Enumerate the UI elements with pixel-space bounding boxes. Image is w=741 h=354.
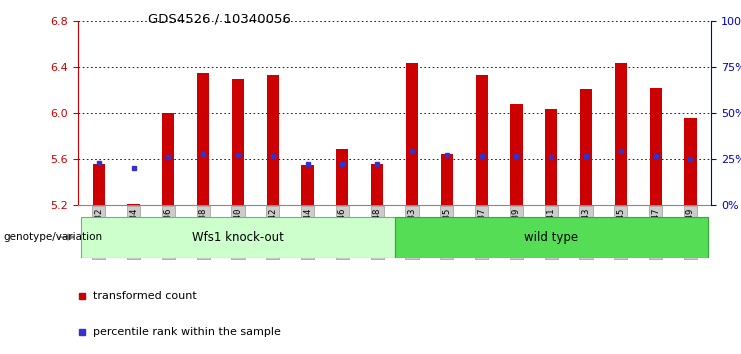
FancyBboxPatch shape [82,217,394,258]
Bar [302,165,313,205]
Bar [650,88,662,205]
Bar [371,164,383,205]
Bar [476,75,488,205]
Bar [685,118,697,205]
Text: Wfs1 knock-out: Wfs1 knock-out [192,231,284,244]
Bar [580,89,592,205]
Text: wild type: wild type [524,231,578,244]
Text: GDS4526 / 10340056: GDS4526 / 10340056 [148,12,291,25]
Text: percentile rank within the sample: percentile rank within the sample [93,327,282,337]
Bar [267,75,279,205]
Bar [197,73,209,205]
Bar [511,104,522,205]
FancyBboxPatch shape [394,217,708,258]
Bar [441,154,453,205]
Bar [406,63,418,205]
Bar [232,79,244,205]
Bar [545,109,557,205]
Bar [615,63,627,205]
Bar [127,204,139,205]
Bar [336,149,348,205]
Bar [93,164,104,205]
Text: genotype/variation: genotype/variation [4,232,103,242]
Bar [162,113,174,205]
Text: transformed count: transformed count [93,291,197,302]
